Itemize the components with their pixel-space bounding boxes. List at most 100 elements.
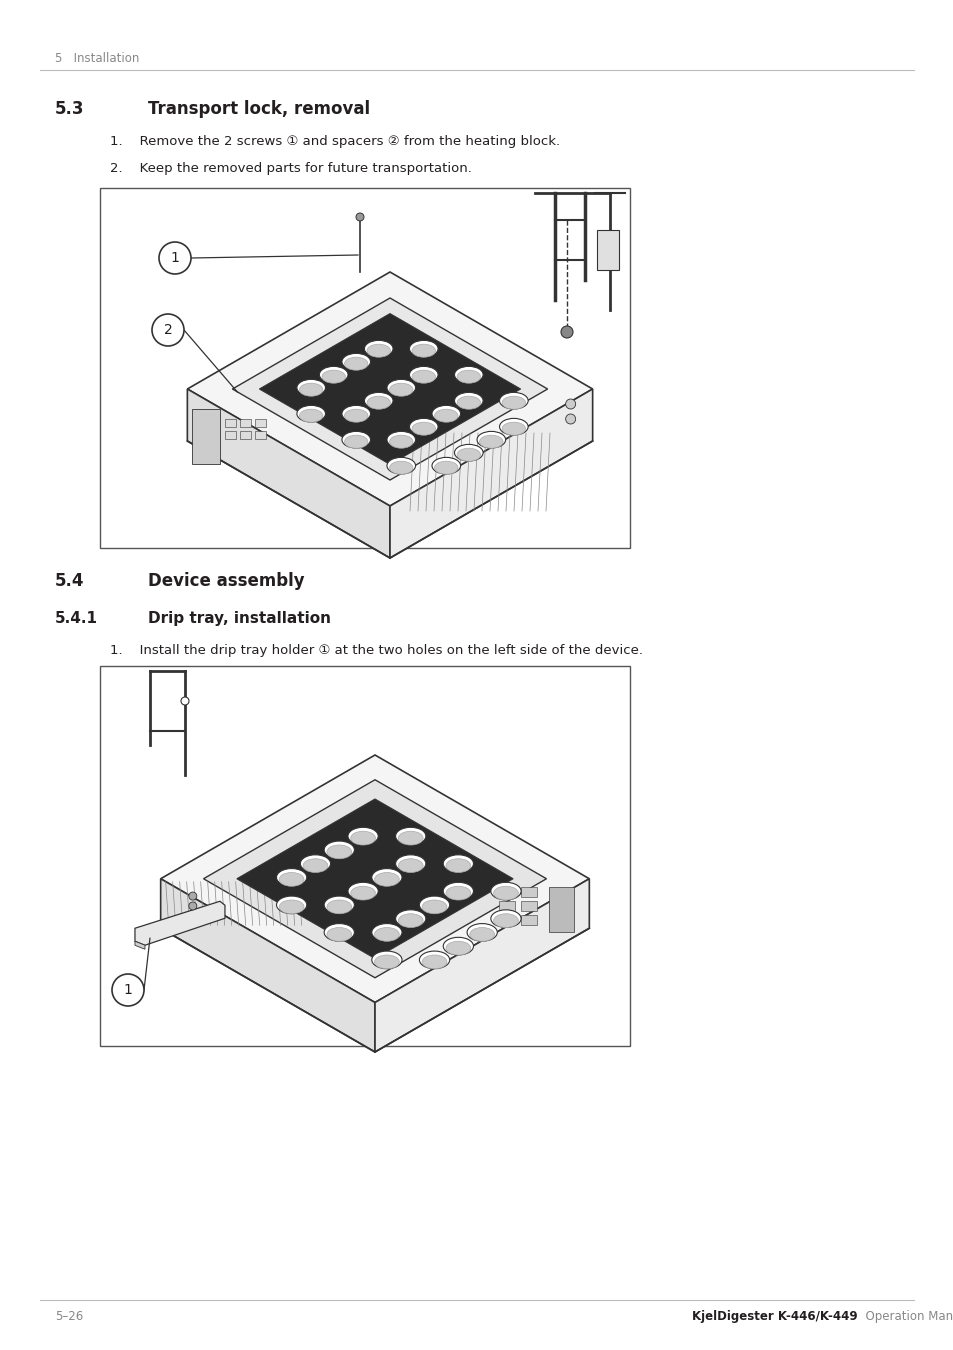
Text: 1: 1 xyxy=(124,983,132,998)
Polygon shape xyxy=(134,941,145,949)
Ellipse shape xyxy=(445,859,470,872)
Ellipse shape xyxy=(375,872,399,886)
Ellipse shape xyxy=(445,941,470,954)
Ellipse shape xyxy=(299,409,322,423)
Ellipse shape xyxy=(341,432,370,448)
Ellipse shape xyxy=(491,883,520,900)
Circle shape xyxy=(560,325,573,338)
Polygon shape xyxy=(160,755,589,1003)
Bar xyxy=(240,431,251,439)
Bar xyxy=(498,900,515,911)
Ellipse shape xyxy=(454,393,482,409)
Ellipse shape xyxy=(454,366,482,383)
Ellipse shape xyxy=(398,832,422,845)
Polygon shape xyxy=(259,313,520,464)
Text: 1.    Install the drip tray holder ① at the two holes on the left side of the de: 1. Install the drip tray holder ① at the… xyxy=(110,644,642,657)
Circle shape xyxy=(112,973,144,1006)
Text: 1: 1 xyxy=(171,251,179,265)
Ellipse shape xyxy=(422,900,446,914)
Ellipse shape xyxy=(389,462,413,474)
Ellipse shape xyxy=(395,855,425,872)
Ellipse shape xyxy=(501,396,525,409)
Polygon shape xyxy=(160,879,375,1052)
Ellipse shape xyxy=(341,405,370,423)
Bar xyxy=(255,431,266,439)
Circle shape xyxy=(565,414,575,424)
Text: Transport lock, removal: Transport lock, removal xyxy=(148,100,370,117)
Circle shape xyxy=(355,213,364,221)
Ellipse shape xyxy=(351,886,375,900)
Ellipse shape xyxy=(395,828,425,845)
Ellipse shape xyxy=(324,841,354,859)
Text: 1.    Remove the 2 screws ① and spacers ② from the heating block.: 1. Remove the 2 screws ① and spacers ② f… xyxy=(110,135,559,148)
Ellipse shape xyxy=(372,950,401,969)
Ellipse shape xyxy=(419,896,449,914)
Polygon shape xyxy=(134,902,225,945)
Ellipse shape xyxy=(327,845,352,859)
Ellipse shape xyxy=(348,828,377,845)
Ellipse shape xyxy=(344,358,368,370)
Ellipse shape xyxy=(387,432,416,448)
Ellipse shape xyxy=(324,923,354,941)
Ellipse shape xyxy=(456,370,480,383)
Ellipse shape xyxy=(389,435,413,448)
Text: Operation Manual: Operation Manual xyxy=(857,1310,953,1323)
Ellipse shape xyxy=(276,868,307,886)
Text: 5–26: 5–26 xyxy=(55,1310,83,1323)
Text: Device assembly: Device assembly xyxy=(148,572,304,590)
Ellipse shape xyxy=(398,859,422,872)
Ellipse shape xyxy=(467,923,497,941)
Bar xyxy=(549,887,574,931)
Polygon shape xyxy=(203,780,546,977)
Ellipse shape xyxy=(296,405,325,423)
Ellipse shape xyxy=(296,379,325,396)
Ellipse shape xyxy=(412,344,435,358)
Ellipse shape xyxy=(327,927,352,941)
Bar xyxy=(597,230,618,270)
Ellipse shape xyxy=(398,914,422,927)
Ellipse shape xyxy=(456,448,480,462)
Ellipse shape xyxy=(493,914,517,927)
Ellipse shape xyxy=(454,444,482,460)
Text: 5.4: 5.4 xyxy=(55,572,85,590)
Bar xyxy=(100,188,629,548)
Text: 2: 2 xyxy=(164,323,172,338)
Bar xyxy=(193,409,220,464)
Text: 2.    Keep the removed parts for future transportation.: 2. Keep the removed parts for future tra… xyxy=(110,162,472,176)
Circle shape xyxy=(565,400,575,409)
Ellipse shape xyxy=(324,896,354,914)
Ellipse shape xyxy=(375,927,399,941)
Ellipse shape xyxy=(375,954,399,969)
Ellipse shape xyxy=(493,886,517,900)
Ellipse shape xyxy=(395,910,425,927)
Polygon shape xyxy=(236,799,513,958)
Circle shape xyxy=(152,315,184,346)
Bar xyxy=(498,887,515,896)
Ellipse shape xyxy=(348,883,377,900)
Ellipse shape xyxy=(432,458,460,474)
Ellipse shape xyxy=(456,396,480,409)
Bar xyxy=(520,900,537,911)
Ellipse shape xyxy=(300,855,331,872)
Polygon shape xyxy=(233,298,547,481)
Circle shape xyxy=(189,892,196,900)
Circle shape xyxy=(189,902,196,910)
Text: 5.3: 5.3 xyxy=(55,100,85,117)
Ellipse shape xyxy=(419,950,449,969)
Circle shape xyxy=(159,242,191,274)
Ellipse shape xyxy=(412,370,435,383)
Ellipse shape xyxy=(372,868,401,886)
Text: KjelDigester K-446/K-449: KjelDigester K-446/K-449 xyxy=(692,1310,857,1323)
Text: 5   Installation: 5 Installation xyxy=(55,53,139,65)
Ellipse shape xyxy=(422,954,446,969)
Ellipse shape xyxy=(279,900,304,914)
Ellipse shape xyxy=(364,340,393,356)
Ellipse shape xyxy=(443,855,473,872)
Bar xyxy=(100,666,629,1046)
Polygon shape xyxy=(187,389,390,558)
Ellipse shape xyxy=(341,354,370,370)
Text: 5.4.1: 5.4.1 xyxy=(55,612,98,626)
Ellipse shape xyxy=(344,409,368,423)
Bar xyxy=(520,887,537,896)
Ellipse shape xyxy=(344,435,368,448)
